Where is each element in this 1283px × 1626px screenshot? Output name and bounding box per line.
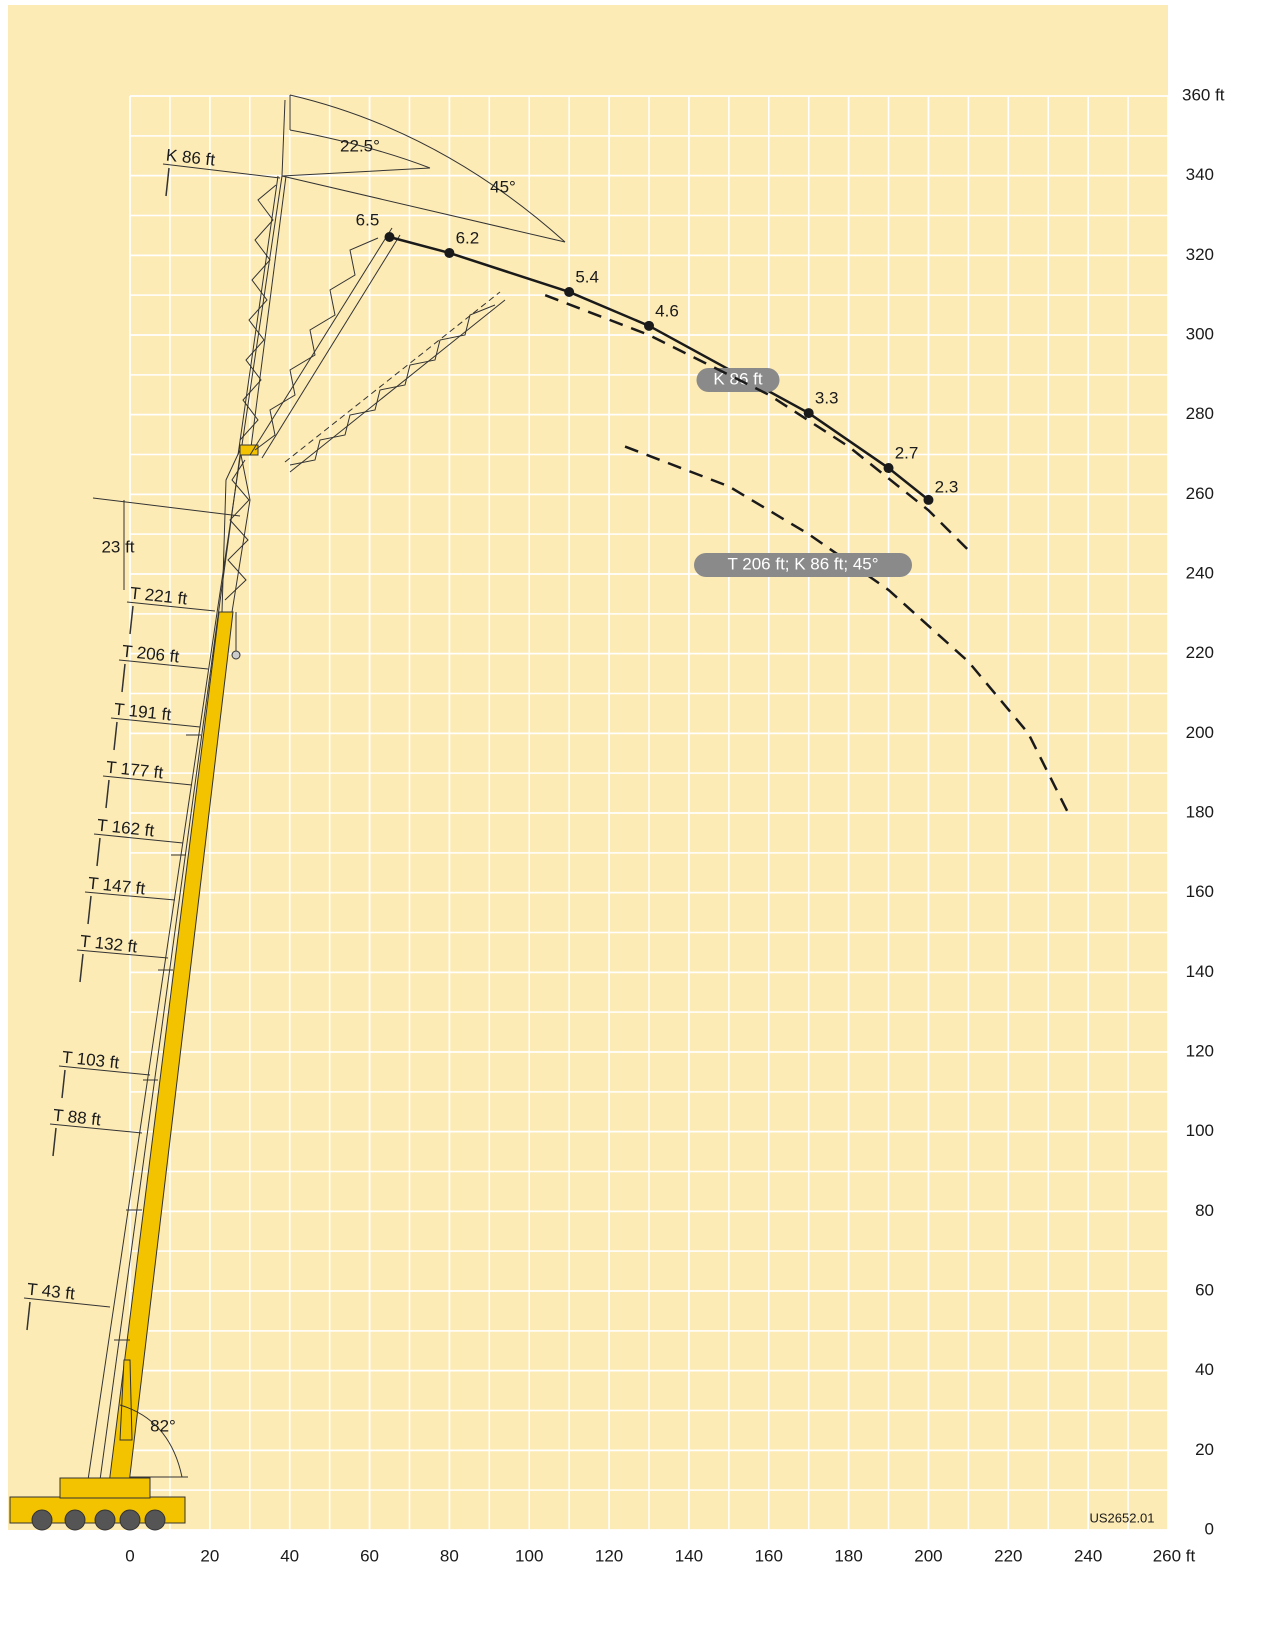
arrow bbox=[52, 1127, 57, 1157]
load-point bbox=[644, 320, 654, 331]
y-tick-label: 0 bbox=[1205, 1519, 1214, 1538]
load-point bbox=[923, 494, 934, 505]
y-tick-label: 240 bbox=[1186, 563, 1214, 582]
load-label: 5.4 bbox=[575, 267, 599, 286]
angle-label: 82° bbox=[150, 1416, 176, 1435]
dashed-curve bbox=[544, 293, 970, 551]
boom-label: T 43 ft bbox=[26, 1280, 76, 1304]
leader-line bbox=[102, 775, 193, 786]
y-tick-label: 340 bbox=[1186, 165, 1214, 184]
dashed-curve bbox=[624, 445, 1070, 814]
load-point bbox=[384, 232, 395, 243]
x-tick-label: 200 bbox=[914, 1546, 942, 1565]
arrow bbox=[26, 1301, 31, 1331]
dimension-label: 23 ft bbox=[101, 537, 134, 556]
load-label: 4.6 bbox=[655, 301, 679, 320]
arrow bbox=[113, 721, 118, 751]
x-tick-label: 120 bbox=[595, 1546, 623, 1565]
arrow bbox=[87, 895, 92, 925]
y-tick-label: 100 bbox=[1186, 1121, 1214, 1140]
plot-background bbox=[8, 5, 1168, 1530]
arrow bbox=[129, 605, 134, 635]
leader-line bbox=[49, 1123, 143, 1134]
crane bbox=[9, 94, 566, 1531]
load-label: 6.2 bbox=[456, 228, 480, 247]
load-point bbox=[564, 286, 575, 297]
y-tick-label: 160 bbox=[1186, 882, 1214, 901]
series-label: T 206 ft; K 86 ft; 45° bbox=[727, 554, 878, 573]
leader-line bbox=[162, 163, 281, 179]
data: 6.56.25.44.63.32.72.3K 86 ftT 206 ft; K … bbox=[356, 210, 1070, 814]
leader-line bbox=[23, 1297, 111, 1308]
y-tick-label: 180 bbox=[1186, 802, 1214, 821]
leader-line bbox=[118, 659, 209, 670]
y-tick-label: 200 bbox=[1186, 723, 1214, 742]
arrow bbox=[121, 663, 126, 693]
leader-line bbox=[76, 949, 169, 959]
x-tick-label: 100 bbox=[515, 1546, 543, 1565]
leader-line bbox=[84, 891, 176, 901]
y-tick-label: 320 bbox=[1186, 245, 1214, 264]
y-tick-label: 140 bbox=[1186, 962, 1214, 981]
x-tick-label: 60 bbox=[360, 1546, 379, 1565]
y-tick-label: 40 bbox=[1195, 1360, 1214, 1379]
y-tick-label: 120 bbox=[1186, 1041, 1214, 1060]
y-tick-label: 80 bbox=[1195, 1201, 1214, 1220]
load-label: 2.7 bbox=[895, 444, 919, 463]
x-tick-label: 140 bbox=[675, 1546, 703, 1565]
angle-label: 45° bbox=[490, 177, 516, 196]
y-tick-label: 260 bbox=[1186, 484, 1214, 503]
load-label: 3.3 bbox=[815, 389, 839, 408]
y-tick-label: 300 bbox=[1186, 324, 1214, 343]
y-tick-label: 20 bbox=[1195, 1440, 1214, 1459]
drawing-code: US2652.01 bbox=[1089, 1510, 1154, 1525]
x-tick-label: 260 ft bbox=[1153, 1546, 1196, 1565]
arrow bbox=[61, 1069, 66, 1099]
boom-labels: T 43 ftT 88 ftT 103 ftT 132 ftT 147 ftT … bbox=[23, 146, 281, 1331]
x-tick-label: 160 bbox=[755, 1546, 783, 1565]
load-point bbox=[444, 247, 455, 258]
load-label: 2.3 bbox=[935, 477, 959, 496]
x-tick-label: 0 bbox=[125, 1546, 134, 1565]
x-tick-label: 240 bbox=[1074, 1546, 1102, 1565]
boom-label: T 88 ft bbox=[52, 1106, 102, 1130]
angle-label: 22.5° bbox=[340, 136, 380, 155]
x-tick-label: 40 bbox=[280, 1546, 299, 1565]
leader-line bbox=[93, 833, 184, 844]
x-tick-label: 80 bbox=[440, 1546, 459, 1565]
x-tick-label: 220 bbox=[994, 1546, 1022, 1565]
y-tick-label: 60 bbox=[1195, 1280, 1214, 1299]
x-tick-label: 20 bbox=[200, 1546, 219, 1565]
leader-line bbox=[126, 601, 216, 612]
arrow bbox=[96, 837, 101, 867]
load-point bbox=[883, 463, 894, 474]
y-tick-label: 280 bbox=[1186, 404, 1214, 423]
y-tick-label: 220 bbox=[1186, 643, 1214, 662]
x-tick-label: 180 bbox=[834, 1546, 862, 1565]
arrow bbox=[165, 167, 170, 197]
load-point bbox=[803, 408, 814, 419]
load-label: 6.5 bbox=[356, 210, 380, 229]
y-tick-label: 360 ft bbox=[1182, 85, 1225, 104]
leader-line bbox=[110, 717, 201, 728]
series-pill bbox=[694, 553, 912, 577]
grid bbox=[129, 95, 1169, 1531]
leader-line bbox=[58, 1065, 151, 1076]
arrow bbox=[79, 953, 84, 983]
arrow bbox=[105, 779, 110, 809]
